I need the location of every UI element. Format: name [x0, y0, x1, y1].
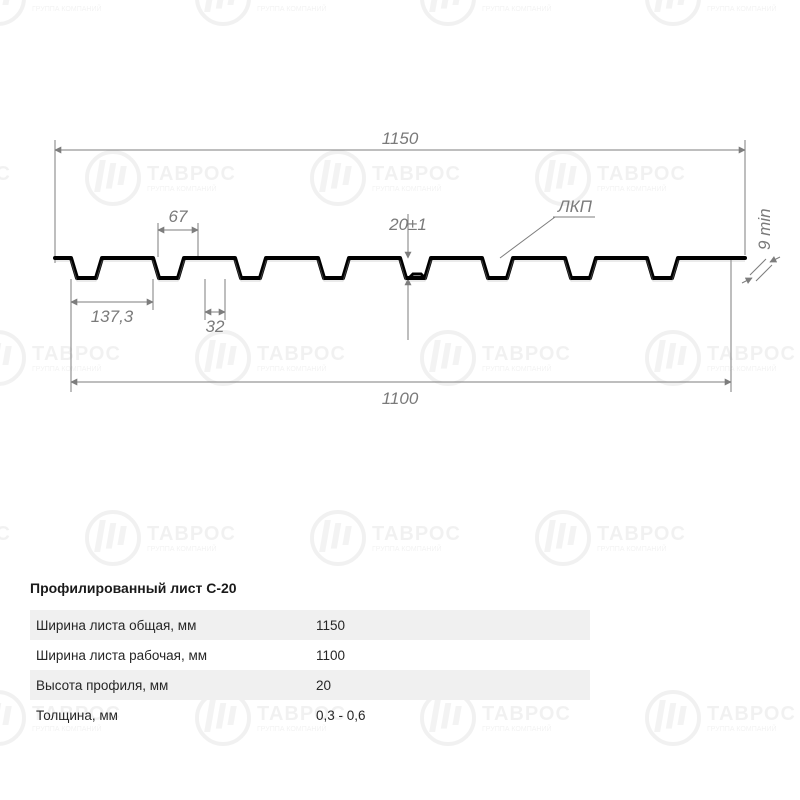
- spec-key: Толщина, мм: [36, 708, 316, 723]
- spec-key: Ширина листа рабочая, мм: [36, 648, 316, 663]
- dim-pitch: 137,3: [91, 307, 134, 326]
- dim-full-width: 1150: [382, 129, 419, 148]
- dim-cover-width: 1100: [382, 389, 419, 408]
- dim-thickness: 9 min: [755, 208, 774, 250]
- profile-diagram: 1150 1100 137,3 67 32 20±1 ЛКП: [0, 0, 800, 480]
- spec-key: Ширина листа общая, мм: [36, 618, 316, 633]
- spec-value: 1150: [316, 618, 396, 633]
- watermark: ТАВРОСГРУППА КОМПАНИЙ: [535, 510, 695, 566]
- watermark: ТАВРОСГРУППА КОМПАНИЙ: [85, 510, 245, 566]
- table-row: Ширина листа общая, мм 1150: [30, 610, 590, 640]
- dim-rib-top: 67: [169, 207, 188, 226]
- table-row: Толщина, мм 0,3 - 0,6: [30, 700, 590, 730]
- spec-value: 20: [316, 678, 396, 693]
- coating-label: ЛКП: [557, 197, 593, 216]
- watermark: ТАВРОСГРУППА КОМПАНИЙ: [0, 510, 20, 566]
- table-row: Высота профиля, мм 20: [30, 670, 590, 700]
- spec-value: 1100: [316, 648, 396, 663]
- spec-value: 0,3 - 0,6: [316, 708, 396, 723]
- dim-trough: 32: [206, 317, 225, 336]
- spec-key: Высота профиля, мм: [36, 678, 316, 693]
- spec-title: Профилированный лист С-20: [30, 580, 590, 596]
- dim-height: 20±1: [388, 215, 427, 234]
- watermark: ТАВРОСГРУППА КОМПАНИЙ: [310, 510, 470, 566]
- watermark: ТАВРОСГРУППА КОМПАНИЙ: [645, 690, 800, 746]
- table-row: Ширина листа рабочая, мм 1100: [30, 640, 590, 670]
- spec-table: Профилированный лист С-20 Ширина листа о…: [30, 580, 590, 730]
